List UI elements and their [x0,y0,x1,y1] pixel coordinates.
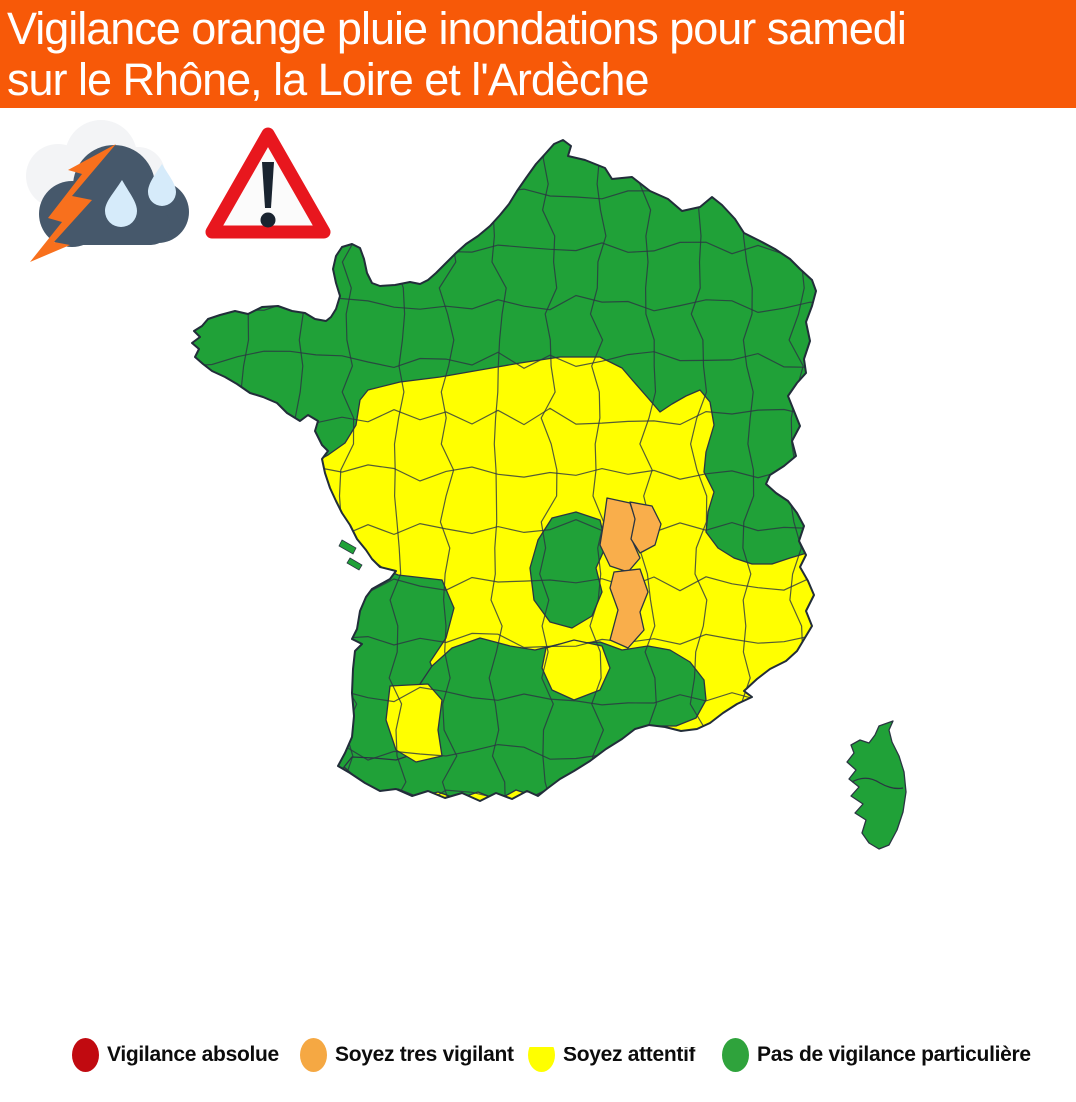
storm-rain-cloud-icon [26,120,189,262]
legend-item-orange: Soyez tres vigilant [300,1035,514,1075]
legend-item-green: Pas de vigilance particulière [722,1035,1031,1075]
legend-label-red: Vigilance absolue [107,1043,279,1066]
legend-marker-orange [300,1038,327,1072]
legend-item-red: Vigilance absolue [72,1035,279,1075]
map-corsica [846,720,907,850]
legend-marker-green [722,1038,749,1072]
map-zone-yellow-patch-1 [541,639,611,701]
raindrops [105,164,176,227]
corsica-department-border [851,777,904,790]
headline-line1: Vigilance orange pluie inondations pour … [7,3,907,54]
legend-label-green: Pas de vigilance particulière [757,1043,1031,1066]
map-dept-rhone-orange [629,501,662,554]
legend-item-yellow: Soyez attentif [528,1043,696,1075]
headline-banner: Vigilance orange pluie inondations pour … [0,0,1076,108]
france-coastline [191,139,817,802]
atlantic-islands [338,539,363,571]
warning-triangle-icon [205,127,331,239]
legend-label-yellow: Soyez attentif [563,1043,696,1066]
exclamation-bar [262,162,274,208]
headline-line2: sur le Rhône, la Loire et l'Ardèche [7,54,649,105]
legend-marker-red [72,1038,99,1072]
legend-label-orange: Soyez tres vigilant [335,1043,514,1066]
map-dept-ardeche-orange [609,568,649,649]
lightning-bolt-icon [30,144,116,262]
exclamation-dot [260,212,276,228]
